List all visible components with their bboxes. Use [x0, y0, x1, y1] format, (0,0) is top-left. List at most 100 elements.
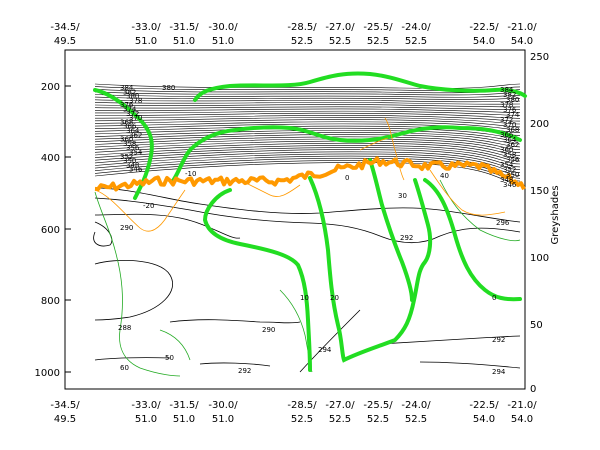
isotherm-dense-30: [94, 151, 521, 170]
isotherm-dense-15: [94, 119, 521, 128]
top-tick-label-7-a: -24.0/: [401, 22, 431, 33]
green-label-3: 0: [345, 174, 349, 182]
green-label-2: -10: [185, 170, 196, 178]
isotherm-dense-22: [94, 134, 521, 148]
top-tick-label-6-b: 52.5: [367, 36, 389, 47]
left-tick-label-1000: 1000: [35, 368, 60, 379]
isotherm-dense-26: [94, 142, 521, 159]
thin-green-1: [94, 191, 181, 377]
stack-right-label-4: 376: [503, 106, 517, 114]
stack-right-label-18: 348: [500, 176, 513, 184]
green-label-9: 50: [165, 354, 174, 362]
stack-right-label-9: 366: [500, 131, 514, 139]
stack-right-label-10: 364: [503, 136, 517, 144]
bottom-tick-label-9-b: 54.0: [511, 414, 533, 425]
stack-left-label-13: 358: [123, 140, 136, 148]
bottom-tick-label-5-b: 52.5: [329, 414, 351, 425]
stack-right-label-6: 372: [500, 116, 513, 124]
thin-orange-1: [94, 189, 186, 232]
stack-right-label-7: 370: [503, 121, 516, 129]
stacked-labels-left: 3843823803783763743723703683663643623603…: [120, 84, 143, 174]
isotherm-292c: [199, 362, 271, 367]
stack-left-label-5: 374: [123, 106, 137, 114]
isotherm-dia: [299, 309, 361, 373]
isotherm-dense-8: [94, 104, 521, 108]
stack-left-label-0: 384: [120, 84, 134, 92]
bottom-tick-label-8-a: -22.5/: [469, 400, 499, 411]
thin-orange-4: [429, 169, 506, 216]
bottom-tick-label-2-b: 51.0: [173, 414, 195, 425]
isotherm-dense-31: [94, 153, 521, 173]
stack-left-label-17: 350: [123, 157, 136, 165]
stack-left-label-10: 364: [126, 127, 140, 135]
label-260: 380: [162, 84, 175, 92]
isotherm-294b: [419, 361, 521, 369]
thin-orange-5: [359, 137, 389, 151]
right-tick-label-0: 0: [530, 384, 536, 395]
thick-green-3: [170, 125, 522, 184]
stack-left-label-7: 370: [129, 114, 142, 122]
isotherm-292b: [379, 335, 521, 345]
left-tick-label-400: 400: [41, 153, 60, 164]
tropopause-thick: [94, 156, 526, 192]
isotherm-dense-6: [94, 99, 521, 103]
label-290a: 290: [120, 224, 133, 232]
top-tick-label-5-b: 52.5: [329, 36, 351, 47]
bottom-tick-label-8-b: 54.0: [473, 414, 495, 425]
stack-left-label-14: 356: [126, 144, 140, 152]
stack-left-label-11: 362: [129, 131, 142, 139]
isotherm-dense-9: [94, 106, 521, 110]
bottom-tick-label-2-a: -31.5/: [169, 400, 199, 411]
stack-right-label-19: 346: [503, 181, 517, 189]
bottom-tick-label-0-a: -34.5/: [50, 400, 80, 411]
isotherm-290b: [169, 319, 301, 324]
right-axis-title: Greyshades: [550, 185, 561, 244]
stacked-labels-right: 3843823803783763743723703683663643623603…: [500, 86, 520, 189]
isotherm-290: [93, 221, 113, 247]
label-292a: 292: [238, 367, 251, 375]
stack-right-label-0: 384: [500, 86, 514, 94]
stack-left-label-2: 380: [126, 93, 139, 101]
stack-right-label-1: 382: [503, 91, 516, 99]
green-label-10: 60: [120, 364, 129, 372]
left-tick-label-200: 200: [41, 82, 60, 93]
top-tick-label-4-a: -28.5/: [287, 22, 317, 33]
isotherm-dense-3: [94, 91, 521, 96]
top-tick-label-9-a: -21.0/: [507, 22, 537, 33]
top-tick-label-8-a: -22.5/: [469, 22, 499, 33]
bottom-tick-label-3-b: 51.0: [212, 414, 234, 425]
isotherm-dense-10: [94, 108, 521, 113]
isotherm-bottom: [94, 357, 171, 361]
isotherm-dense-29: [94, 149, 521, 168]
isotherm-dense-12: [94, 112, 521, 119]
green-label-7: 40: [440, 172, 449, 180]
top-tick-label-8-b: 54.0: [473, 36, 495, 47]
stack-right-label-2: 380: [506, 96, 519, 104]
green-label-8: 0: [492, 294, 496, 302]
top-tick-label-6-a: -25.5/: [363, 22, 393, 33]
stack-right-label-5: 374: [506, 111, 520, 119]
isotherm-292a: [94, 213, 241, 239]
right-axis: 0 50 100 150 200 250 Greyshades: [530, 52, 561, 395]
top-tick-label-9-b: 54.0: [511, 36, 533, 47]
stack-left-label-3: 378: [129, 97, 142, 105]
isotherm-dense-21: [94, 132, 521, 145]
label-294-dia: 294: [318, 346, 332, 354]
thick-green-4: [202, 188, 312, 372]
right-tick-label-100: 100: [530, 253, 549, 264]
thick-green-5: [308, 176, 433, 363]
wind-contours-thick: [93, 71, 527, 372]
stack-right-label-15: 354: [500, 161, 514, 169]
label-288: 288: [118, 324, 131, 332]
left-tick-label-800: 800: [41, 296, 60, 307]
green-label-4: 10: [300, 294, 309, 302]
top-tick-label-0-b: 49.5: [54, 36, 76, 47]
bottom-tick-label-1-b: 51.0: [135, 414, 157, 425]
isotherm-dense-28: [94, 147, 521, 165]
bottom-tick-label-9-a: -21.0/: [507, 400, 537, 411]
stack-right-label-17: 350: [506, 171, 519, 179]
bottom-tick-label-6-b: 52.5: [367, 414, 389, 425]
label-292c: 292: [400, 234, 413, 242]
label-292b: 292: [492, 336, 505, 344]
